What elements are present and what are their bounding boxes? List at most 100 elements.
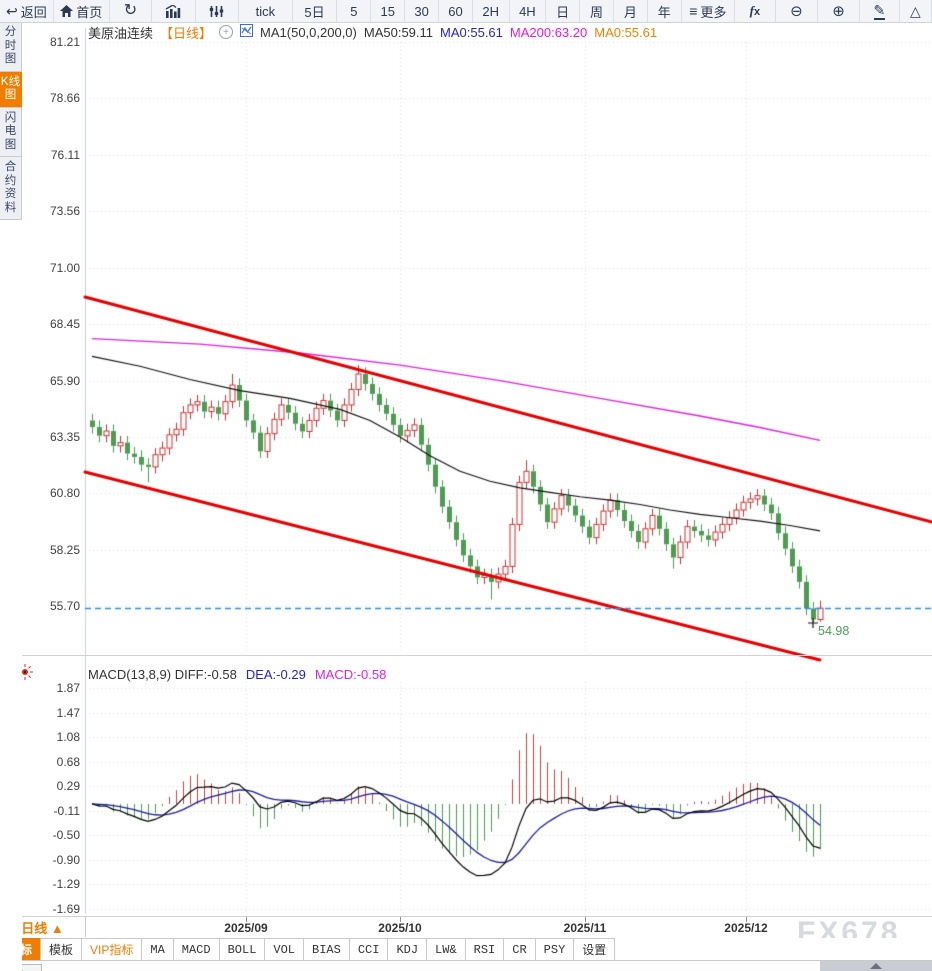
toolbar-fx[interactable]: fx [735, 0, 776, 22]
indicator-tab-MA[interactable]: MA [142, 938, 174, 960]
indicator-tab-MACD[interactable]: MACD [173, 938, 220, 960]
toolbar-月[interactable]: 月 [614, 0, 648, 22]
toolbar-triangle[interactable]: △ [900, 0, 932, 22]
symbol-header-text: MA1(50,0,200,0) [260, 24, 357, 40]
axis-tick: 71.00 [49, 260, 80, 275]
axis-tick: 55.70 [49, 599, 80, 614]
toolbar-menu[interactable]: ≡ 更多 [682, 0, 735, 22]
symbol-header-text: 【日线】 [160, 25, 213, 41]
mini-chart-icon[interactable] [240, 24, 254, 40]
toolbar-5日[interactable]: 5日 [293, 0, 338, 22]
collapse-handle[interactable] [820, 961, 932, 971]
axis-tick: 1.08 [56, 729, 80, 744]
indicator-tab-bar: 指标模板VIP指标MAMACDBOLLVOLBIASCCIKDJLW&RSICR… [0, 938, 932, 961]
indicator-tab-BIAS[interactable]: BIAS [304, 938, 350, 960]
axis-tick: 68.45 [49, 317, 80, 332]
axis-tick: 76.11 [50, 147, 80, 162]
pane-separator [0, 655, 932, 656]
toolbar-label: 周 [589, 4, 603, 20]
macd-header: MACD(13,8,9) DIFF:-0.58 DEA:-0.29 MACD:-0.… [88, 666, 386, 682]
toolbar-kline-chart[interactable] [152, 0, 196, 22]
toolbar-label: 首页 [76, 4, 103, 20]
toolbar-label: 返回 [20, 4, 47, 20]
toolbar-2H[interactable]: 2H [473, 0, 510, 22]
bottom-strip: 分时 [0, 961, 932, 971]
up-arrow-icon [870, 962, 882, 969]
indicator-tab-CCI[interactable]: CCI [349, 938, 389, 960]
indicator-tab-RSI[interactable]: RSI [465, 938, 505, 960]
toolbar-pencil[interactable]: ✎ [860, 0, 900, 22]
toolbar-home[interactable]: 首页 [54, 0, 110, 22]
axis-tick: 73.56 [49, 204, 80, 219]
sidebar-tab-K线图[interactable]: K线图 [0, 71, 22, 108]
toolbar-label: 4H [519, 3, 536, 19]
toolbar-周[interactable]: 周 [580, 0, 614, 22]
date-tick-mark [246, 917, 247, 922]
date-tick-mark [746, 917, 747, 922]
toolbar-5[interactable]: 5 [337, 0, 372, 22]
axis-tick: 0.29 [56, 778, 80, 793]
macd-header-text: MACD(13,8,9) DIFF:-0.58 [88, 666, 237, 682]
circle-plus-icon[interactable]: + [219, 25, 234, 39]
axis-tick: 60.80 [49, 486, 80, 501]
xaxis-top-border [0, 916, 932, 917]
axis-tick: -1.29 [52, 876, 80, 891]
toolbar-back-arrow[interactable]: ↩ 返回 [0, 0, 54, 22]
toolbar-60[interactable]: 60 [439, 0, 473, 22]
toolbar-zoom-in[interactable]: ⊕ [818, 0, 861, 22]
toolbar-30[interactable]: 30 [405, 0, 440, 22]
toolbar-label: 60 [448, 3, 463, 19]
axis-tick: -0.90 [52, 852, 80, 867]
toolbar-zoom-out[interactable]: ⊖ [776, 0, 818, 22]
toolbar-4H[interactable]: 4H [510, 0, 547, 22]
toolbar-15[interactable]: 15 [371, 0, 406, 22]
toolbar-label: 5日 [304, 4, 325, 20]
axis-tick: -0.50 [52, 827, 80, 842]
date-label: 2025/12 [724, 921, 768, 935]
axis-tick: 63.35 [49, 430, 80, 445]
toolbar-label: tick [255, 3, 276, 19]
indicator-tab-VOL[interactable]: VOL [265, 938, 305, 960]
indicator-tab-VIP指标[interactable]: VIP指标 [82, 938, 143, 960]
symbol-header-text: MA0:55.61 [594, 24, 658, 40]
xaxis-row [0, 917, 932, 938]
indicator-tab-PSY[interactable]: PSY [535, 938, 575, 960]
axis-tick: 81.21 [49, 35, 80, 49]
toolbar-年[interactable]: 年 [648, 0, 682, 22]
low-price-label: 54.98 [818, 624, 850, 638]
symbol-header-text: MA0:55.61 [440, 24, 503, 40]
toolbar-label: 年 [657, 4, 671, 20]
axis-tick: 1.87 [56, 681, 80, 695]
axis-tick: 0.68 [56, 754, 80, 769]
indicator-tab-LW&[interactable]: LW& [427, 938, 466, 960]
indicator-tab-设置[interactable]: 设置 [574, 938, 616, 960]
date-label: 2025/10 [378, 921, 422, 935]
symbol-header: 美原油连续 【日线】 + MA1(50,0,200,0) MA50:59.11 MA0:5… [88, 24, 658, 41]
toolbar-label: 2H [482, 3, 500, 19]
indicator-tab-模板[interactable]: 模板 [41, 938, 83, 960]
top-toolbar: ↩ 返回 首页 ↻ tick 5日 5 15 30 60 2H 4H 日 周 月 年 ≡ 更多 fx ⊖ ⊕ ✎ △ [0, 0, 932, 23]
macd-header-text: DEA:-0.29 [245, 666, 306, 682]
toolbar-label: 15 [380, 3, 395, 19]
toolbar-tick[interactable]: tick [239, 0, 293, 22]
axis-tick: 1.47 [56, 705, 80, 720]
indicator-tab-BOLL[interactable]: BOLL [219, 938, 266, 960]
sidebar-tab-分时图[interactable]: 分时图 [0, 22, 22, 72]
macd-header-text: MACD:-0.58 [314, 666, 387, 682]
date-tick-mark [585, 917, 586, 922]
indicator-tab-KDJ[interactable]: KDJ [388, 938, 428, 960]
symbol-header-text: MA50:59.11 [363, 24, 434, 40]
toolbar-label: 月 [623, 4, 637, 20]
toolbar-label: 日 [556, 4, 570, 20]
symbol-header-text: 美原油连续 [88, 25, 154, 41]
sidebar-tab-闪电图[interactable]: 闪电图 [0, 107, 22, 157]
sidebar-tab-合约资料[interactable]: 合约资料 [0, 157, 22, 220]
toolbar-sliders[interactable] [196, 0, 240, 22]
indicator-tab-CR[interactable]: CR [504, 938, 536, 960]
axis-tick: -0.11 [53, 803, 80, 818]
toolbar-日[interactable]: 日 [546, 0, 581, 22]
date-label: 2025/11 [563, 921, 607, 935]
toolbar-refresh[interactable]: ↻ [110, 0, 153, 22]
